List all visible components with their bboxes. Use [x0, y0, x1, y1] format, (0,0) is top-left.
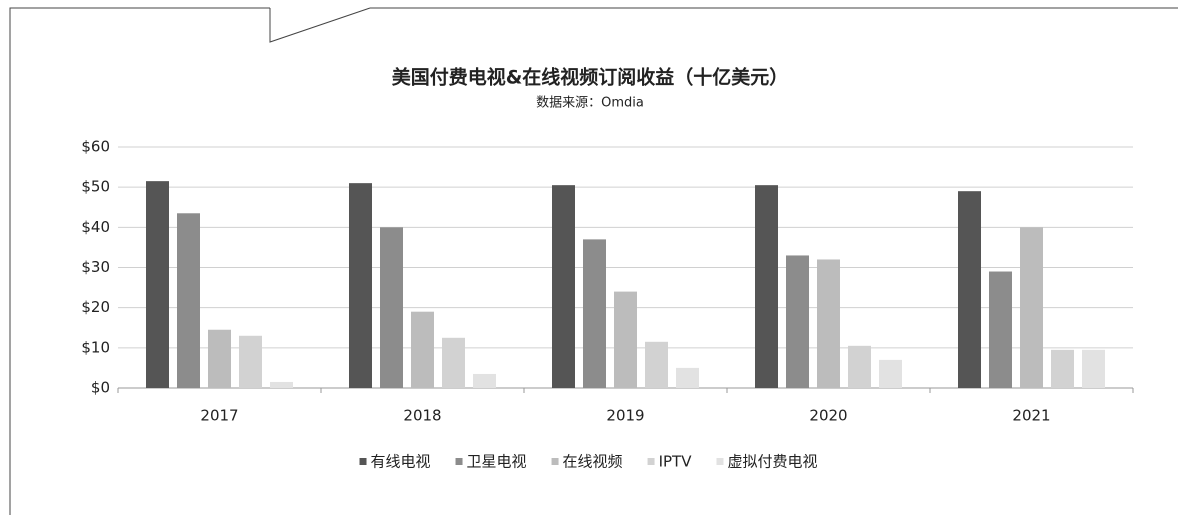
legend-label: 卫星电视	[467, 453, 527, 471]
legend-swatch	[455, 458, 463, 465]
legend-swatch	[647, 458, 655, 465]
bar	[848, 345, 871, 388]
bar	[239, 335, 262, 388]
legend-swatch	[551, 458, 559, 465]
bar	[442, 337, 465, 388]
bar	[177, 213, 200, 388]
frame	[9, 7, 1178, 515]
y-tick-label: $10	[81, 338, 110, 356]
y-tick-label: $20	[81, 298, 110, 316]
legend-label: 在线视频	[563, 453, 623, 471]
bar	[473, 373, 496, 388]
bar	[380, 227, 403, 388]
bar	[1082, 349, 1105, 388]
bar	[958, 191, 981, 388]
chart-title: 美国付费电视&在线视频订阅收益（十亿美元）	[392, 66, 789, 89]
chart-subtitle: 数据来源：Omdia	[536, 96, 644, 111]
legend-swatch	[359, 458, 367, 465]
x-tick-label: 2021	[1012, 407, 1050, 425]
bar	[755, 185, 778, 388]
bar	[552, 185, 575, 388]
legend-label: 有线电视	[371, 453, 431, 471]
bar	[208, 329, 231, 388]
bar	[879, 359, 902, 388]
bar	[349, 183, 372, 388]
x-tick-label: 2020	[809, 407, 847, 425]
y-tick-label: $30	[81, 258, 110, 276]
x-tick-label: 2019	[606, 407, 644, 425]
bar	[645, 341, 668, 388]
bar	[583, 239, 606, 388]
y-tick-label: $50	[81, 178, 110, 196]
x-tick-label: 2017	[200, 407, 238, 425]
y-tick-label: $0	[91, 379, 110, 397]
bar	[270, 381, 293, 388]
bar	[786, 255, 809, 388]
bar	[676, 367, 699, 388]
callout-tail	[269, 7, 371, 43]
bar	[817, 259, 840, 388]
legend-label: 虚拟付费电视	[727, 453, 817, 471]
y-tick-label: $40	[81, 218, 110, 236]
bar	[989, 271, 1012, 388]
x-tick-label: 2018	[403, 407, 441, 425]
bar	[1020, 227, 1043, 388]
legend-swatch	[716, 458, 724, 465]
bar	[1051, 349, 1074, 388]
bar	[146, 181, 169, 388]
bar	[614, 291, 637, 388]
y-tick-label: $60	[81, 138, 110, 156]
bar	[411, 311, 434, 388]
legend-label: IPTV	[659, 453, 693, 471]
